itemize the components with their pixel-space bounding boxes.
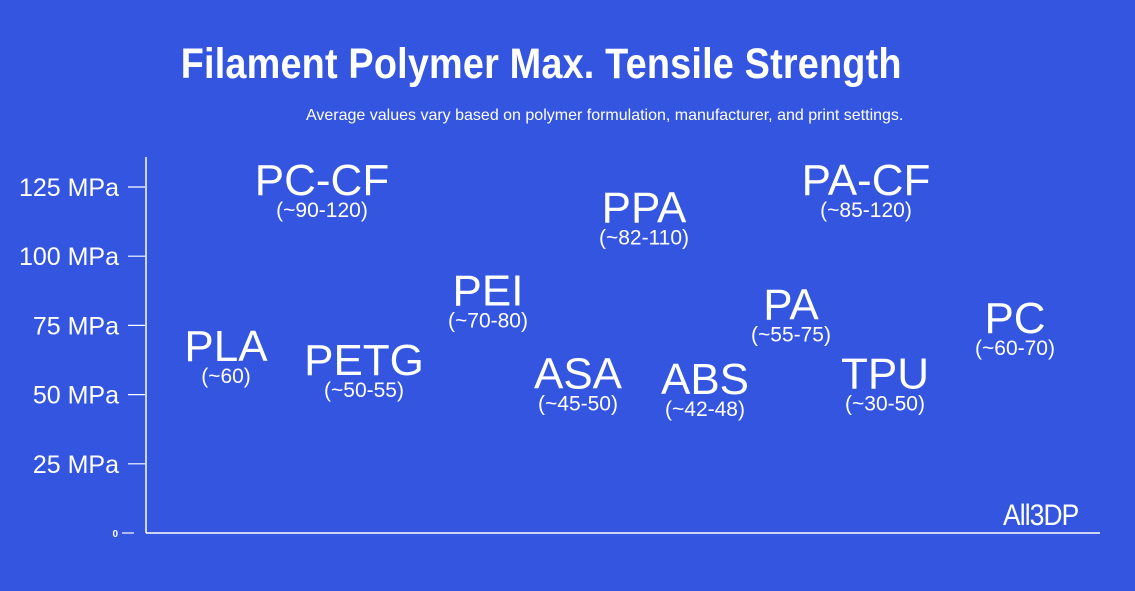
polymer-range: (~82-110)	[599, 227, 689, 250]
polymer-name: ASA	[534, 350, 623, 399]
polymer-range: (~60-70)	[975, 337, 1055, 360]
y-tick-label: 50 MPa	[33, 382, 119, 410]
polymer-label-pla: PLA(~60)	[184, 322, 268, 388]
y-tick-label: 75 MPa	[33, 312, 119, 340]
chart-subtitle: Average values vary based on polymer for…	[306, 107, 904, 124]
polymer-label-ppa: PPA(~82-110)	[599, 184, 689, 250]
polymer-name: PETG	[304, 336, 424, 385]
polymer-name: TPU	[841, 350, 929, 399]
y-tick-label: 100 MPa	[19, 243, 119, 271]
polymer-name: PC-CF	[255, 156, 389, 205]
polymer-label-pei: PEI(~70-80)	[448, 267, 528, 333]
polymer-range: (~70-80)	[448, 310, 528, 333]
polymer-range: (~60)	[201, 365, 251, 388]
polymer-name: PEI	[453, 267, 524, 316]
polymer-label-pc-cf: PC-CF(~90-120)	[255, 156, 389, 222]
y-axis-ticks: 125 MPa 100 MPa 75 MPa 50 MPa 25 MPa 0	[19, 174, 145, 540]
polymer-range: (~45-50)	[538, 393, 618, 416]
polymer-range: (~30-50)	[845, 393, 925, 416]
polymer-name: ABS	[661, 355, 749, 404]
polymer-range: (~50-55)	[324, 379, 404, 402]
polymer-range: (~85-120)	[820, 199, 912, 222]
y-tick-label: 0	[112, 529, 118, 540]
polymer-name: PA	[763, 280, 819, 329]
polymer-label-petg: PETG(~50-55)	[304, 336, 424, 402]
polymer-range: (~55-75)	[751, 323, 831, 346]
polymer-range: (~42-48)	[665, 398, 745, 421]
chart-title: Filament Polymer Max. Tensile Strength	[180, 40, 902, 88]
all3dp-logo: All3DP	[1003, 499, 1079, 532]
polymer-label-abs: ABS(~42-48)	[661, 355, 749, 421]
polymer-name: PLA	[184, 322, 268, 371]
polymer-label-pa: PA(~55-75)	[751, 280, 831, 346]
polymer-name: PA-CF	[802, 156, 931, 205]
y-tick-label: 25 MPa	[33, 451, 119, 479]
polymer-label-pc: PC(~60-70)	[975, 294, 1055, 360]
polymer-name: PPA	[602, 184, 687, 233]
chart-axes	[145, 157, 1100, 534]
polymer-labels: PLA(~60) PC-CF(~90-120) PETG(~50-55) PEI(~7…	[184, 156, 1055, 421]
polymer-label-pa-cf: PA-CF(~85-120)	[802, 156, 931, 222]
y-tick-label: 125 MPa	[19, 174, 119, 202]
polymer-name: PC	[984, 294, 1045, 343]
polymer-label-asa: ASA(~45-50)	[534, 350, 623, 416]
polymer-label-tpu: TPU(~30-50)	[841, 350, 929, 416]
polymer-range: (~90-120)	[276, 199, 368, 222]
